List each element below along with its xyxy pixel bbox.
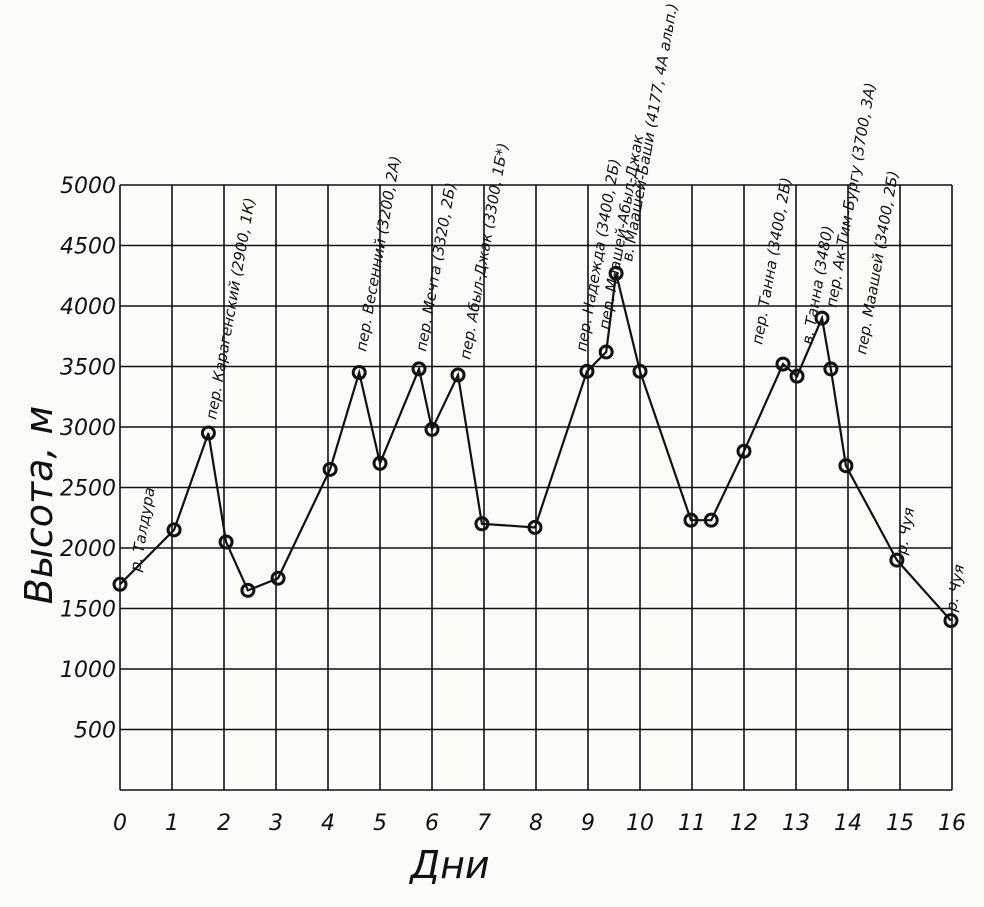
data-point [450, 367, 466, 383]
x-tick-label: 2 [217, 811, 231, 836]
x-tick-label: 11 [678, 811, 706, 836]
data-point [270, 570, 286, 586]
x-tick-label: 9 [581, 811, 595, 836]
data-point [474, 516, 490, 532]
x-tick-label: 3 [269, 811, 283, 836]
data-point [598, 344, 614, 360]
y-tick-label: 5000 [60, 174, 116, 199]
data-point [683, 512, 699, 528]
y-tick-label: 2000 [60, 537, 116, 562]
y-tick-label: 1500 [60, 598, 116, 623]
data-point [943, 613, 959, 629]
data-point [632, 363, 648, 379]
y-tick-label: 2500 [60, 477, 116, 502]
data-line [119, 273, 952, 622]
data-point [240, 582, 256, 598]
data-point [838, 458, 854, 474]
y-tick-label: 4500 [60, 235, 116, 260]
x-tick-label: 12 [730, 811, 758, 836]
data-point [527, 519, 543, 535]
annotation: пер. Маашей (3400, 2Б) [852, 169, 902, 355]
data-point [889, 552, 905, 568]
x-tick-label: 15 [886, 811, 914, 836]
y-tick-label: 500 [74, 719, 116, 744]
data-point [372, 455, 388, 471]
annotation: р. Талдура [126, 486, 159, 574]
annotation: р. Чуя [892, 506, 918, 557]
x-tick-label: 8 [529, 811, 543, 836]
x-tick-label: 16 [938, 811, 966, 836]
data-point [218, 534, 234, 550]
annotation: р. Чуя [942, 563, 968, 614]
annotation: в. Маашей-Баши (4177, 4А альп.) [618, 2, 681, 263]
x-tick-label: 0 [113, 811, 127, 836]
data-point [351, 365, 367, 381]
data-point [736, 443, 752, 459]
data-point [775, 356, 791, 372]
data-point [703, 512, 719, 528]
x-tick-label: 5 [373, 811, 387, 836]
annotation: пер. Весенний (3200, 2А) [352, 154, 404, 352]
y-tick-label: 1000 [60, 658, 116, 683]
data-point [814, 310, 830, 326]
x-tick-label: 10 [626, 811, 654, 836]
x-tick-label: 1 [165, 811, 179, 836]
y-tick-label: 3000 [60, 416, 116, 441]
annotation: пер. Танна (3400, 2Б) [748, 176, 795, 346]
data-point [424, 421, 440, 437]
data-point [411, 361, 427, 377]
x-tick-label: 4 [321, 811, 335, 836]
annotation: пер. Мечта (3320, 2Б) [412, 181, 459, 353]
x-axis-title: Дни [408, 843, 489, 887]
annotation: пер. Карагенский (2900, 1К) [202, 196, 259, 420]
data-point [322, 461, 338, 477]
x-tick-label: 13 [782, 811, 810, 836]
data-point [579, 363, 595, 379]
y-tick-label: 4000 [60, 295, 116, 320]
x-tick-label: 7 [477, 811, 491, 836]
data-point [112, 576, 128, 592]
y-tick-label: 3500 [60, 356, 116, 381]
data-point [823, 361, 839, 377]
data-point [200, 425, 216, 441]
data-point [608, 265, 624, 281]
data-point [789, 368, 805, 384]
data-point [166, 522, 182, 538]
x-tick-label: 6 [425, 811, 439, 836]
x-tick-label: 14 [834, 811, 862, 836]
y-axis-title: Высота, м [17, 406, 61, 604]
